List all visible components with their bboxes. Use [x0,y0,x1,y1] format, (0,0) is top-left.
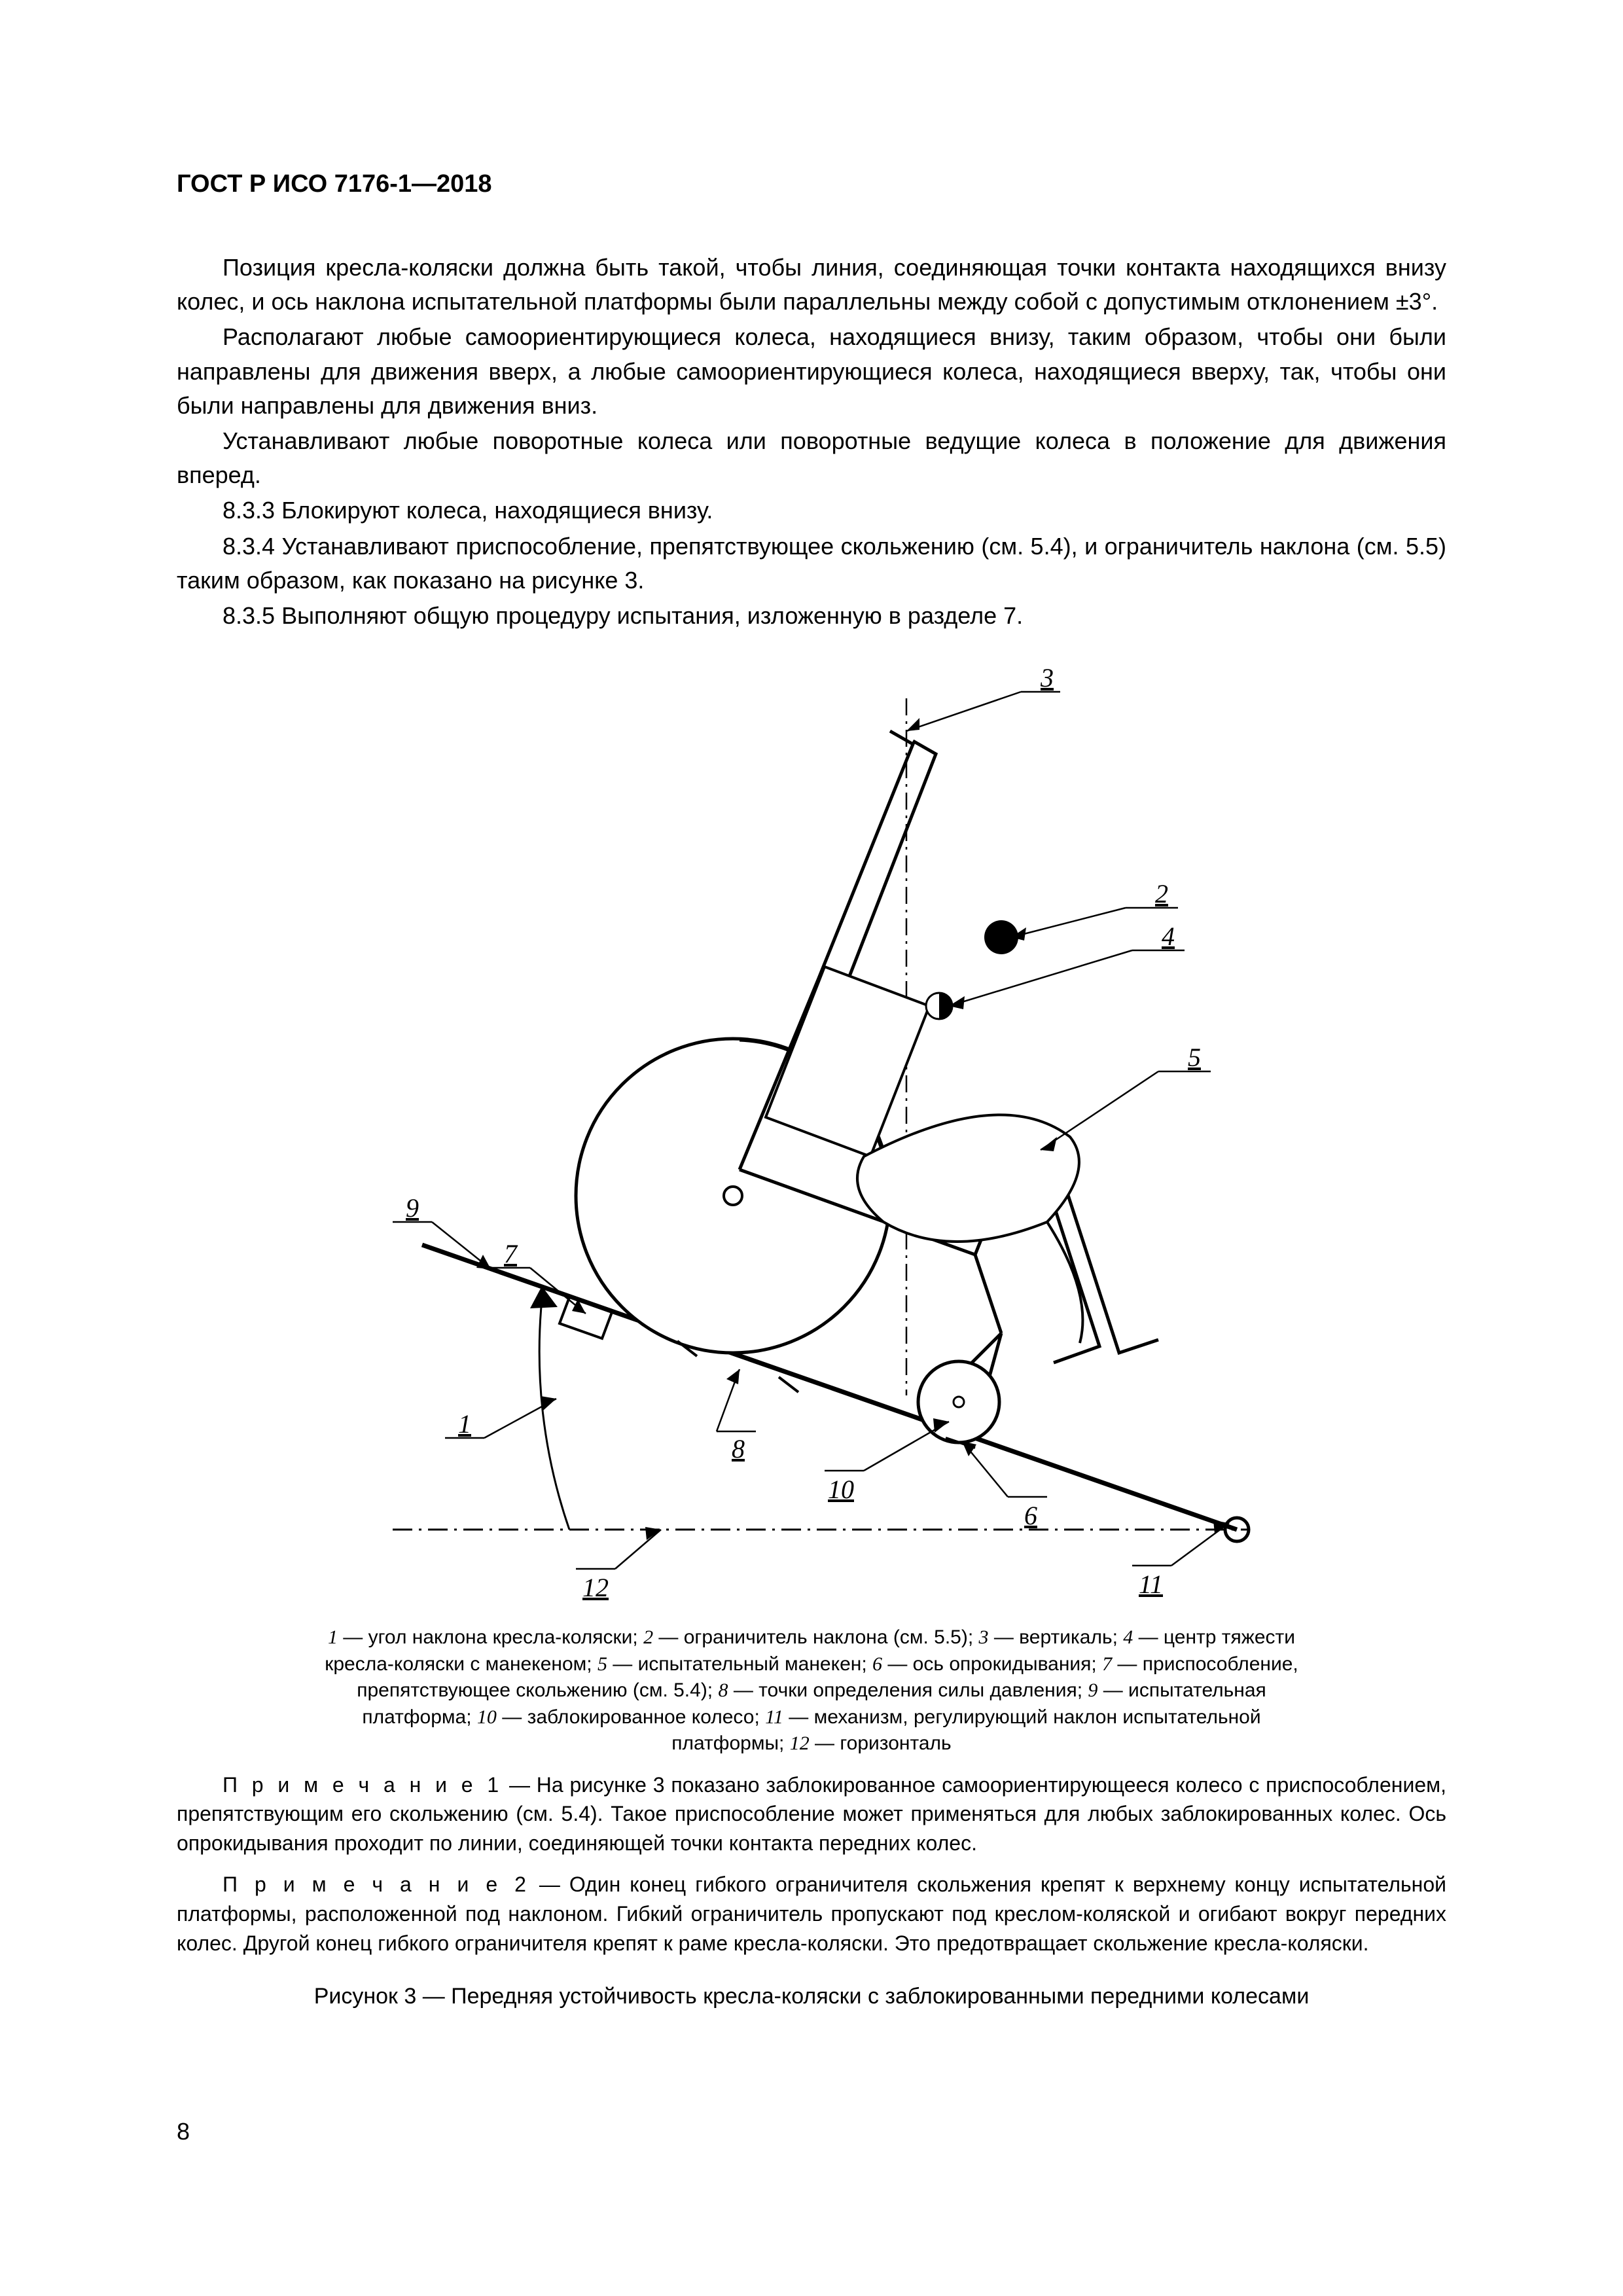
paragraph: 8.3.4 Устанавливают приспособление, преп… [177,529,1446,598]
figure-3-diagram: 3 2 4 5 9 7 [321,653,1302,1757]
callout-2: 2 [1155,879,1168,908]
figure-3-legend: 1 — угол наклона кресла-коляски; 2 — огр… [321,1624,1302,1757]
paragraph: 8.3.3 Блокируют колеса, находящиеся вниз… [177,493,1446,528]
legend-key: 11 [765,1706,783,1728]
wheelchair-stability-diagram: 3 2 4 5 9 7 [321,653,1302,1608]
body-text-block: Позиция кресла-коляски должна быть такой… [177,251,1446,633]
legend-text: — ось опрокидывания; [882,1653,1102,1675]
note-1: П р и м е ч а н и е 1 — На рисунке 3 пок… [177,1770,1446,1858]
paragraph: 8.3.5 Выполняют общую процедуру испытани… [177,599,1446,633]
paragraph: Располагают любые самоориентирующиеся ко… [177,320,1446,423]
paragraph: Позиция кресла-коляски должна быть такой… [177,251,1446,319]
legend-key: 6 [872,1653,882,1675]
callout-3: 3 [1040,663,1054,692]
legend-key: 12 [790,1732,810,1754]
callout-7: 7 [504,1239,518,1268]
paragraph: Устанавливают любые поворотные колеса ил… [177,424,1446,492]
legend-key: 3 [979,1626,989,1648]
legend-text: — горизонталь [810,1732,952,1754]
callout-1: 1 [458,1409,471,1439]
note-label: П р и м е ч а н и е 2 [223,1873,530,1896]
document-id-header: ГОСТ Р ИСО 7176-1—2018 [177,170,1446,198]
callout-10: 10 [828,1475,854,1504]
legend-key: 2 [643,1626,653,1648]
legend-text: — испытательный манекен; [607,1653,872,1675]
note-label: П р и м е ч а н и е 1 [223,1773,503,1797]
callout-4: 4 [1162,922,1175,951]
legend-text: — заблокированное колесо; [497,1706,765,1728]
legend-key: 5 [597,1653,607,1675]
callout-9: 9 [406,1193,419,1223]
legend-text: — угол наклона кресла-коляски; [338,1626,643,1648]
callout-11: 11 [1139,1570,1163,1599]
legend-key: 4 [1123,1626,1133,1648]
legend-key: 8 [718,1679,728,1701]
callout-12: 12 [582,1573,609,1602]
figure-3-caption: Рисунок 3 — Передняя устойчивость кресла… [177,1984,1446,2009]
callout-5: 5 [1188,1043,1201,1072]
legend-key: 10 [477,1706,497,1728]
legend-text: — вертикаль; [989,1626,1124,1648]
legend-text: — точки определения силы давления; [728,1679,1088,1701]
legend-key: 7 [1102,1653,1112,1675]
note-2: П р и м е ч а н и е 2 — Один конец гибко… [177,1870,1446,1958]
callout-6: 6 [1024,1501,1037,1530]
legend-key: 1 [328,1626,338,1648]
legend-key: 9 [1088,1679,1097,1701]
callout-8: 8 [732,1434,745,1463]
page-number: 8 [177,2118,190,2145]
legend-text: — ограничитель наклона (см. 5.5); [653,1626,978,1648]
